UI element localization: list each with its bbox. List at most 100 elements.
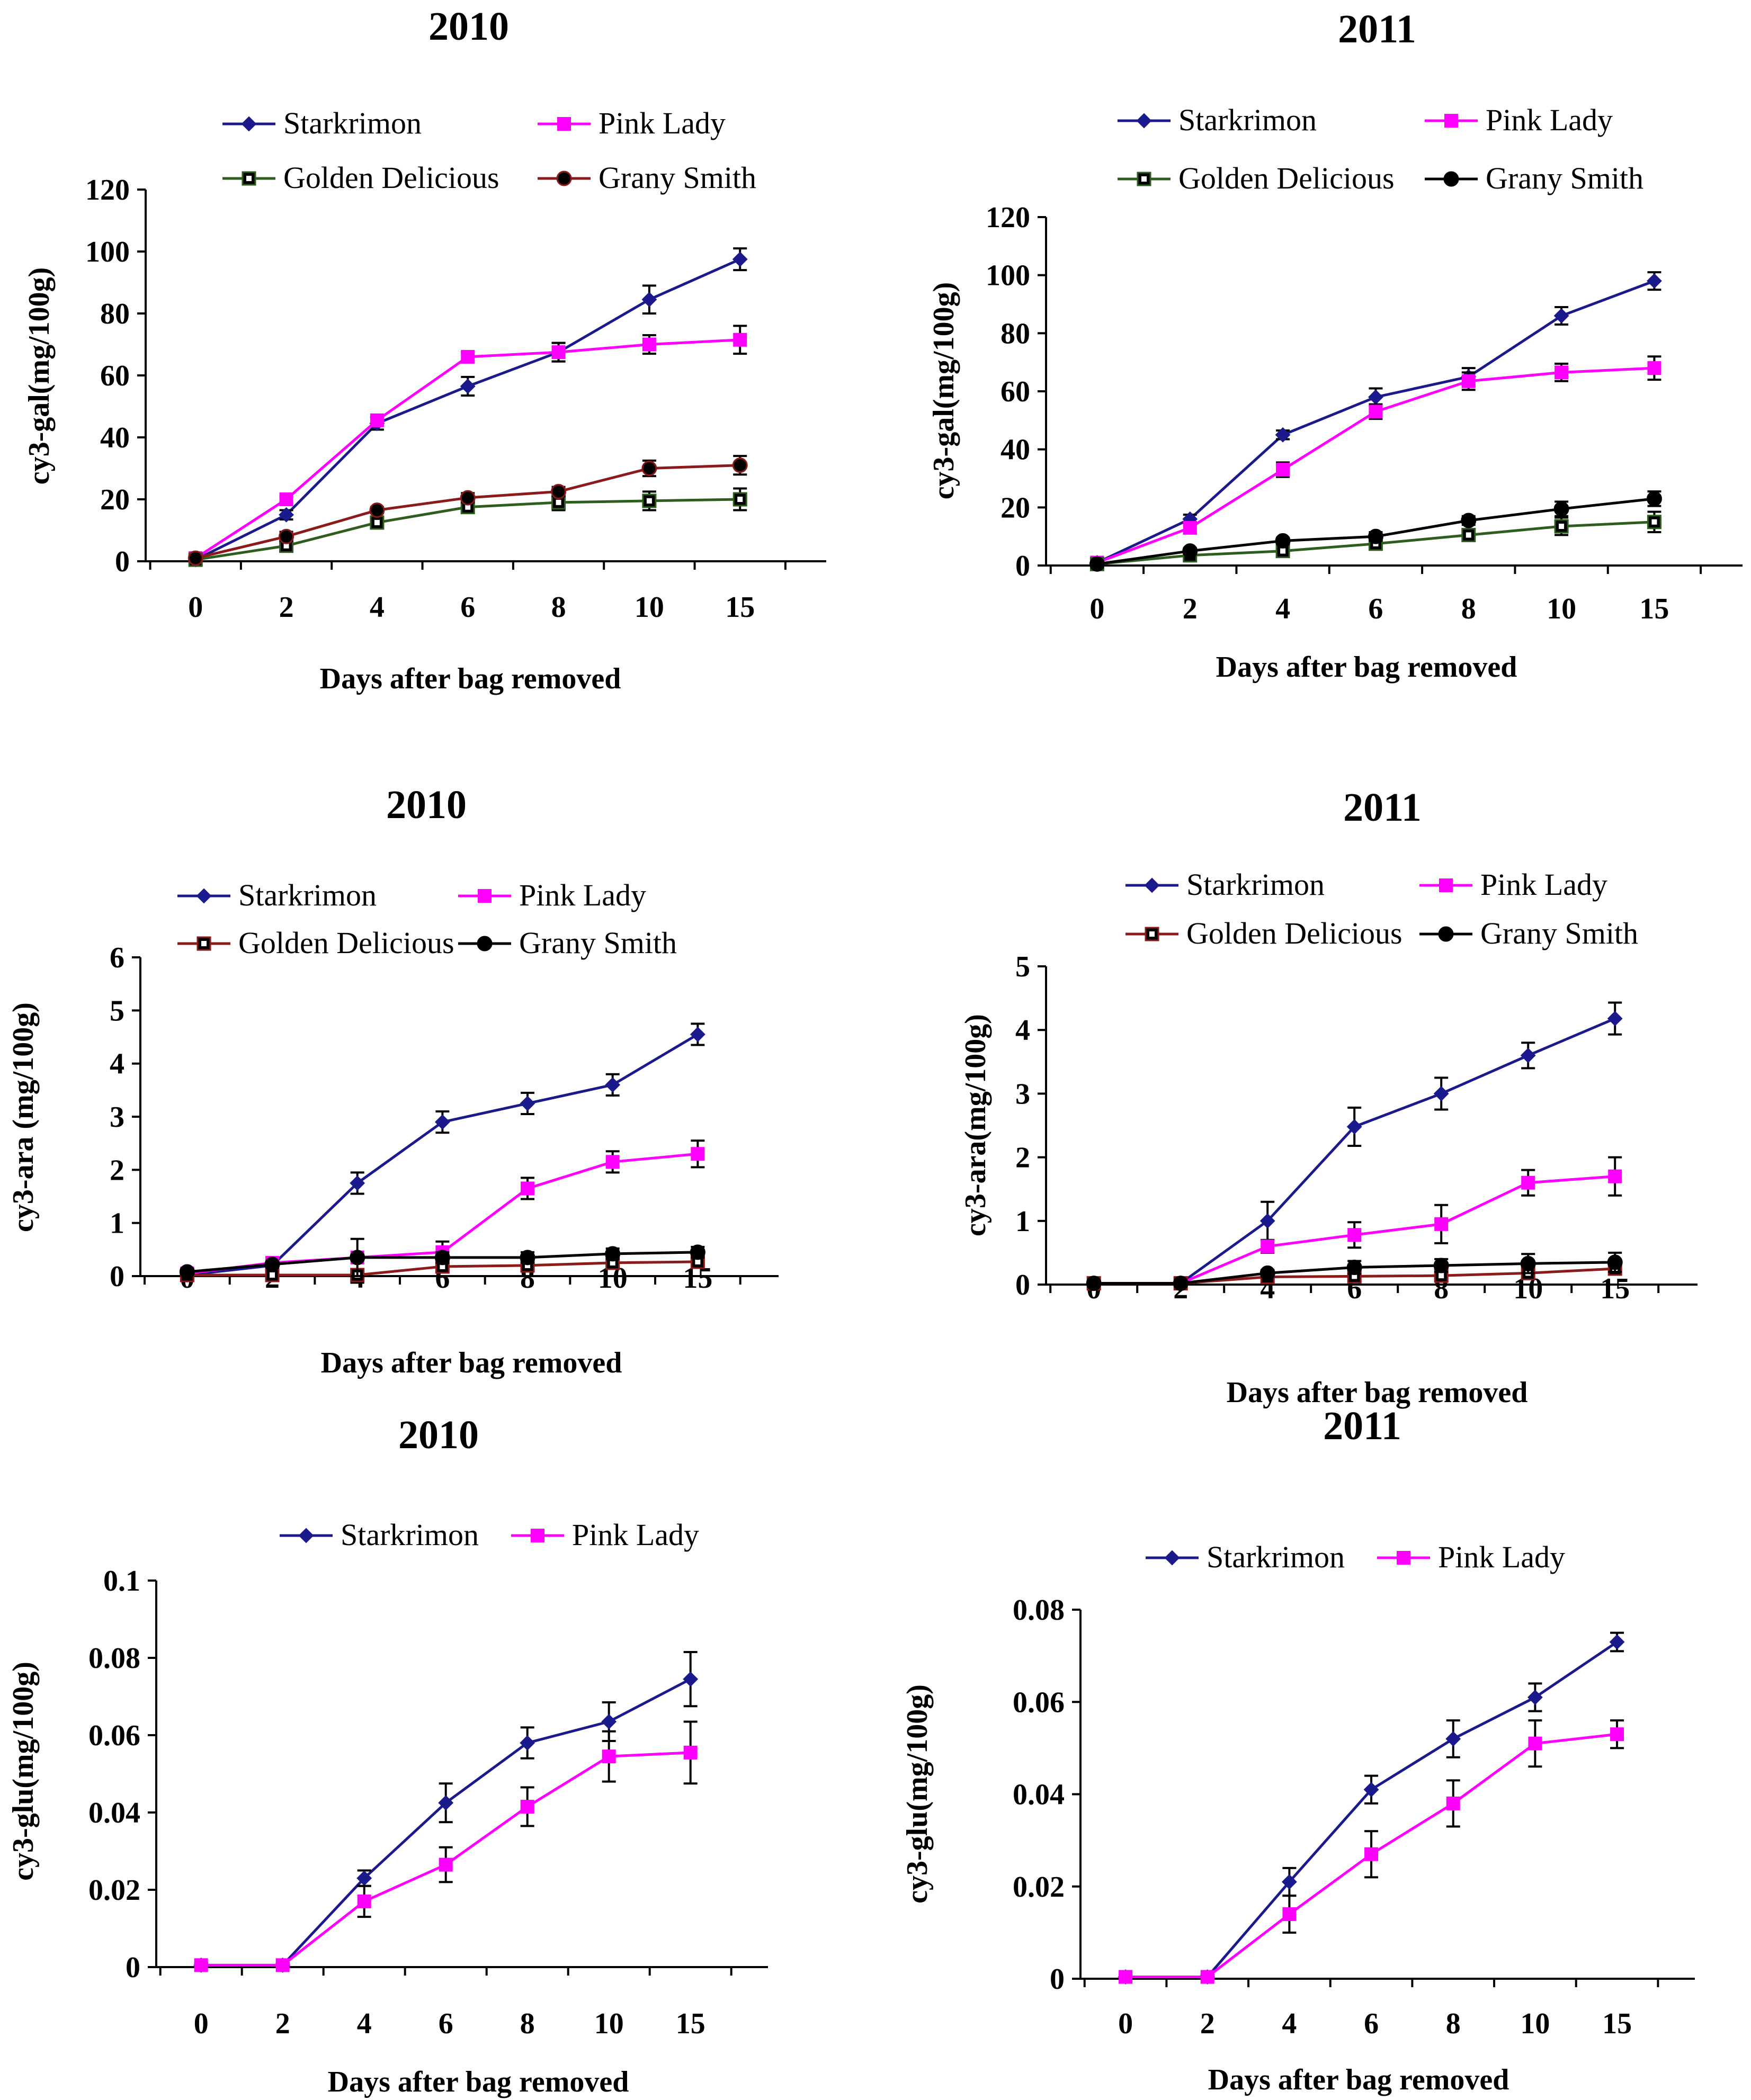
data-point: [733, 333, 747, 347]
marker-square-hole: [525, 1262, 531, 1268]
data-point: [732, 492, 747, 507]
x-tick-label: 6: [1364, 2007, 1379, 2040]
legend-entry: Grany Smith: [538, 160, 756, 195]
data-point: [350, 1250, 365, 1266]
data-point: [683, 1671, 699, 1687]
legend-label: Golden Delicious: [1178, 161, 1395, 195]
data-point: [1086, 1276, 1102, 1291]
legend-marker: [1397, 1551, 1410, 1565]
series-line: [195, 258, 741, 561]
series-line: [194, 338, 740, 560]
legend-marker: [298, 1528, 314, 1543]
legend-marker: [1164, 1550, 1180, 1566]
data-point: [187, 550, 203, 566]
data-point: [369, 502, 385, 518]
y-tick-label: 0: [126, 1951, 140, 1984]
legend-entry: Pink Lady: [511, 1518, 699, 1552]
x-tick-label: 2: [1183, 593, 1198, 625]
data-point: [551, 345, 566, 360]
data-point: [1528, 1736, 1542, 1751]
data-point: [1433, 1085, 1449, 1101]
y-tick-label: 120: [986, 201, 1030, 234]
legend-label: Starkrimon: [283, 106, 422, 140]
data-point: [641, 461, 657, 476]
data-point: [275, 1958, 290, 1972]
y-axis-title: cy3-gal(mg/100g): [927, 282, 960, 500]
data-point: [264, 1257, 280, 1272]
chart-panel-1: 2010 0 20 40 60 80 100 120 0 2 4 6 8 10 15 Days after b…: [23, 4, 826, 695]
data-point: [605, 1077, 621, 1093]
legend-marker: [556, 170, 572, 186]
legend-marker: [557, 117, 571, 131]
data-point: [1445, 1731, 1461, 1747]
data-point: [1521, 1175, 1535, 1190]
chart-panel-6: 2011 0 0.02 0.04 0.06 0.08 0 2 4 6 8 10 15 Days after…: [901, 1404, 1695, 2096]
data-point: [434, 1250, 450, 1266]
data-point: [1433, 1258, 1449, 1273]
marker-square: [732, 492, 747, 507]
data-point: [1646, 491, 1662, 507]
x-tick-label: 4: [1282, 2007, 1297, 2040]
x-tick-label: 15: [1639, 593, 1669, 625]
data-point: [642, 493, 657, 508]
x-tick-label: 0: [188, 591, 203, 624]
data-point: [1119, 1970, 1133, 1984]
legend-label: Pink Lady: [572, 1518, 699, 1552]
marker-square-hole: [1352, 1273, 1357, 1279]
data-point: [1647, 515, 1661, 530]
y-tick-label: 20: [1000, 491, 1030, 524]
x-tick-label: 10: [594, 2007, 624, 2040]
data-point: [350, 1175, 365, 1191]
data-point: [1461, 513, 1477, 528]
legend-entry: Golden Delicious: [222, 160, 499, 195]
x-tick-label: 10: [1547, 593, 1576, 625]
y-tick-label: 0.06: [1013, 1686, 1065, 1719]
y-tick-label: 4: [110, 1048, 124, 1081]
legend-entry: Starkrimon: [280, 1518, 479, 1552]
series-pink-lady: [1090, 355, 1661, 570]
chart-title: 2010: [398, 1413, 479, 1457]
y-tick-label: 0: [1015, 1269, 1030, 1302]
series-pink-lady: [189, 325, 747, 566]
legend-label: Starkrimon: [1178, 103, 1317, 137]
data-point: [520, 1250, 535, 1266]
x-tick-label: 10: [635, 591, 664, 624]
y-tick-label: 0: [1015, 550, 1030, 582]
x-axis-title: Days after bag removed: [320, 662, 621, 695]
data-point: [683, 1745, 698, 1760]
chart-title: 2010: [428, 4, 509, 49]
y-tick-label: 0: [115, 545, 130, 578]
x-axis-title: Days after bag removed: [1216, 651, 1517, 684]
y-tick-label: 60: [1000, 375, 1030, 408]
legend-marker: [1443, 171, 1459, 187]
y-tick-label: 5: [110, 994, 124, 1027]
x-tick-label: 6: [439, 2007, 453, 2040]
y-tick-label: 0.04: [88, 1797, 140, 1829]
legend-marker: [1145, 927, 1159, 941]
data-point: [1553, 501, 1569, 517]
y-tick-label: 100: [986, 259, 1030, 292]
legend-entry: Pink Lady: [1377, 1540, 1565, 1574]
legend-entry: Grany Smith: [458, 926, 677, 960]
marker-square-hole: [1559, 523, 1565, 529]
x-tick-label: 4: [370, 591, 385, 624]
x-tick-label: 0: [194, 2007, 209, 2040]
legend-label: Grany Smith: [598, 160, 756, 195]
data-point: [279, 507, 294, 523]
legend-marker: [196, 936, 211, 951]
series-golden-delicious: [188, 487, 747, 567]
series-grany-smith: [1086, 1251, 1623, 1291]
data-point: [691, 1147, 705, 1161]
marker-square-hole: [737, 497, 743, 502]
data-point: [1346, 1119, 1362, 1135]
chart-title: 2011: [1323, 1404, 1401, 1448]
y-tick-label: 0: [110, 1260, 124, 1293]
y-tick-label: 80: [1000, 317, 1030, 350]
legend-label: Golden Delicious: [238, 926, 454, 960]
y-tick-label: 100: [85, 236, 130, 268]
data-point: [641, 292, 657, 308]
data-point: [1346, 1260, 1362, 1276]
legend-entry: Starkrimon: [177, 878, 377, 912]
y-tick-label: 0.02: [88, 1874, 140, 1907]
data-point: [1275, 533, 1291, 549]
